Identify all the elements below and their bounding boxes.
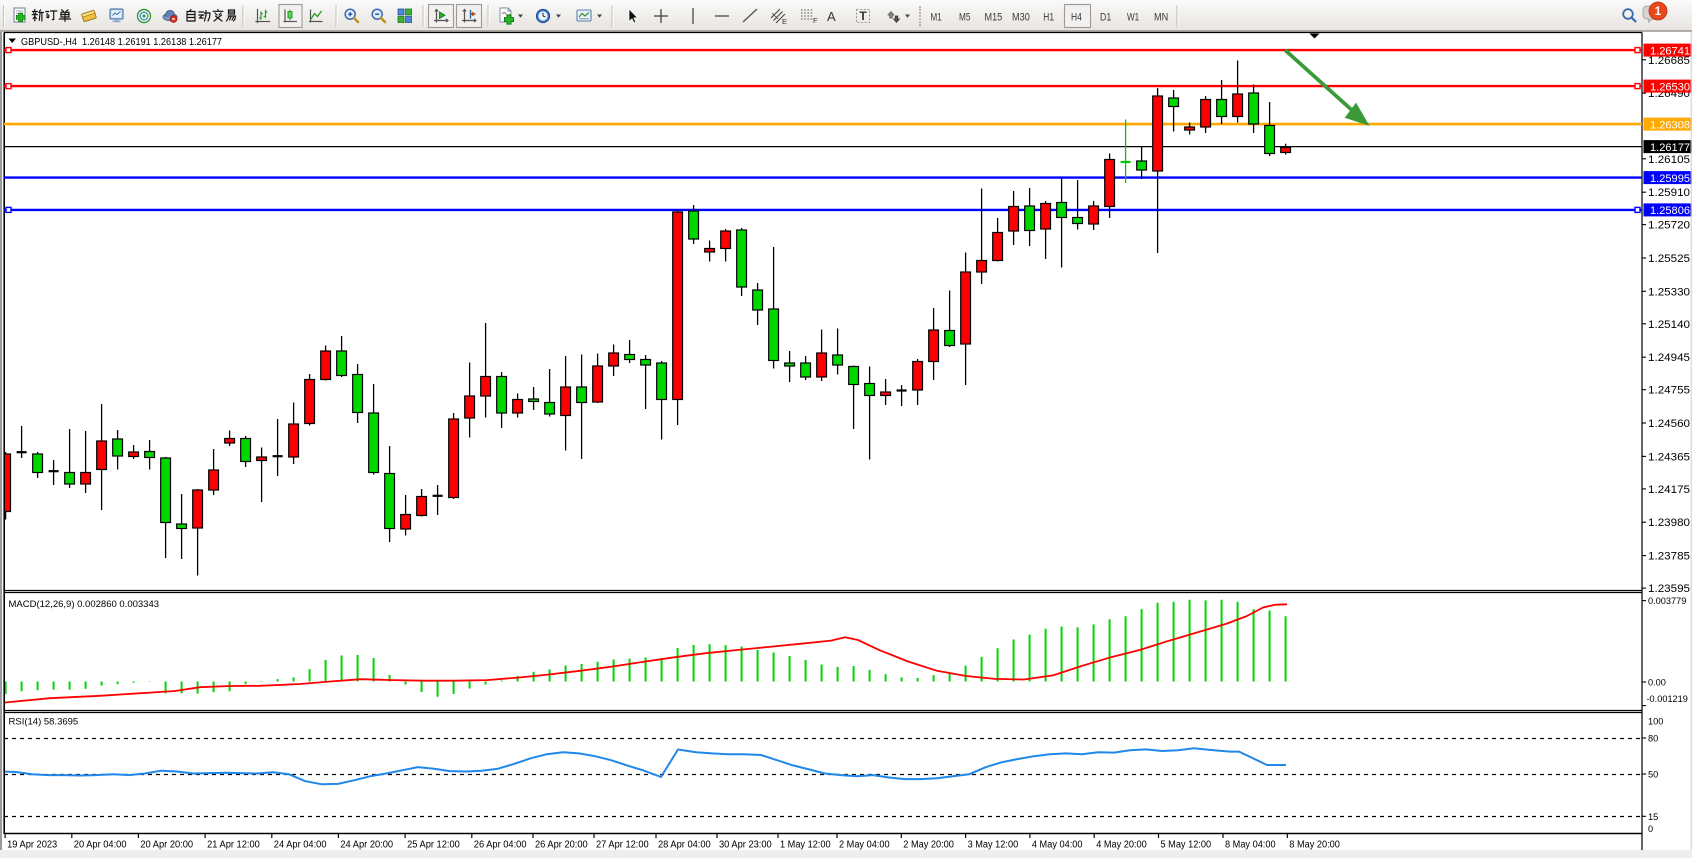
svg-text:24 Apr 04:00: 24 Apr 04:00 — [274, 839, 327, 850]
svg-text:2 May 04:00: 2 May 04:00 — [839, 839, 890, 850]
svg-text:1.23980: 1.23980 — [1648, 517, 1690, 529]
svg-text:1.25806: 1.25806 — [1650, 205, 1690, 217]
svg-text:8 May 04:00: 8 May 04:00 — [1225, 839, 1276, 850]
svg-text:1.24755: 1.24755 — [1648, 385, 1690, 397]
svg-text:1.25140: 1.25140 — [1648, 319, 1690, 331]
svg-text:1.26741: 1.26741 — [1650, 45, 1690, 57]
svg-text:1.25525: 1.25525 — [1648, 253, 1690, 265]
svg-text:100: 100 — [1648, 716, 1663, 726]
svg-text:GBPUSD-,H4 1.26148 1.26191 1.: GBPUSD-,H4 1.26148 1.26191 1.26138 1.261… — [21, 37, 222, 48]
svg-text:0: 0 — [1648, 824, 1653, 834]
svg-text:M5: M5 — [959, 11, 970, 23]
svg-text:D1: D1 — [1100, 11, 1111, 23]
svg-text:50: 50 — [1648, 770, 1658, 780]
svg-text:1.23785: 1.23785 — [1648, 551, 1690, 563]
svg-text:1.24175: 1.24175 — [1648, 484, 1690, 496]
svg-text:RSI(14) 58.3695: RSI(14) 58.3695 — [9, 717, 79, 728]
svg-text:E: E — [782, 17, 787, 26]
svg-text:M30: M30 — [1012, 11, 1030, 23]
svg-text:28 Apr 04:00: 28 Apr 04:00 — [658, 839, 711, 850]
svg-text:0.00: 0.00 — [1648, 678, 1666, 688]
svg-text:1.26308: 1.26308 — [1650, 119, 1690, 131]
svg-text:24 Apr 20:00: 24 Apr 20:00 — [340, 839, 393, 850]
svg-text:1.23595: 1.23595 — [1648, 583, 1690, 595]
svg-text:H1: H1 — [1043, 11, 1054, 23]
svg-text:1.24945: 1.24945 — [1648, 352, 1690, 364]
svg-text:3 May 12:00: 3 May 12:00 — [968, 839, 1019, 850]
svg-text:W1: W1 — [1127, 11, 1139, 23]
svg-text:1.25910: 1.25910 — [1648, 187, 1690, 199]
svg-text:1.26177: 1.26177 — [1650, 142, 1690, 154]
svg-text:T: T — [859, 9, 867, 23]
svg-text:2 May 20:00: 2 May 20:00 — [903, 839, 954, 850]
svg-text:-0.001219: -0.001219 — [1647, 694, 1688, 704]
svg-text:8 May 20:00: 8 May 20:00 — [1289, 839, 1340, 850]
svg-text:M15: M15 — [985, 11, 1003, 23]
svg-text:M1: M1 — [931, 11, 942, 23]
svg-text:15: 15 — [1648, 812, 1658, 822]
svg-text:80: 80 — [1648, 734, 1658, 744]
svg-text:20 Apr 04:00: 20 Apr 04:00 — [74, 839, 127, 850]
svg-text:25 Apr 12:00: 25 Apr 12:00 — [407, 839, 460, 850]
svg-text:H4: H4 — [1071, 11, 1082, 23]
svg-text:4 May 20:00: 4 May 20:00 — [1096, 839, 1147, 850]
svg-text:1.26530: 1.26530 — [1650, 81, 1690, 93]
svg-text:1.26685: 1.26685 — [1648, 55, 1690, 67]
svg-text:1.24365: 1.24365 — [1648, 451, 1690, 463]
svg-text:1 May 12:00: 1 May 12:00 — [780, 839, 831, 850]
svg-text:4 May 04:00: 4 May 04:00 — [1032, 839, 1083, 850]
svg-text:1.25995: 1.25995 — [1650, 173, 1690, 185]
svg-text:1.24560: 1.24560 — [1648, 418, 1690, 430]
svg-text:0.003779: 0.003779 — [1648, 596, 1686, 606]
svg-text:MACD(12,26,9) 0.002860 0.00334: MACD(12,26,9) 0.002860 0.003343 — [9, 599, 160, 610]
svg-text:20 Apr 20:00: 20 Apr 20:00 — [140, 839, 193, 850]
svg-text:1.25330: 1.25330 — [1648, 286, 1690, 298]
svg-text:21 Apr 12:00: 21 Apr 12:00 — [207, 839, 260, 850]
svg-text:26 Apr 04:00: 26 Apr 04:00 — [474, 839, 527, 850]
svg-text:30 Apr 23:00: 30 Apr 23:00 — [719, 839, 772, 850]
svg-text:MN: MN — [1154, 11, 1168, 23]
svg-text:27 Apr 12:00: 27 Apr 12:00 — [596, 839, 649, 850]
svg-text:26 Apr 20:00: 26 Apr 20:00 — [535, 839, 588, 850]
svg-text:1: 1 — [1655, 6, 1662, 18]
svg-text:F: F — [813, 16, 818, 25]
svg-text:19 Apr 2023: 19 Apr 2023 — [7, 839, 58, 850]
svg-text:1.25720: 1.25720 — [1648, 220, 1690, 232]
svg-text:5 May 12:00: 5 May 12:00 — [1161, 839, 1212, 850]
svg-text:A: A — [827, 9, 836, 24]
svg-text:1.26105: 1.26105 — [1648, 154, 1690, 166]
